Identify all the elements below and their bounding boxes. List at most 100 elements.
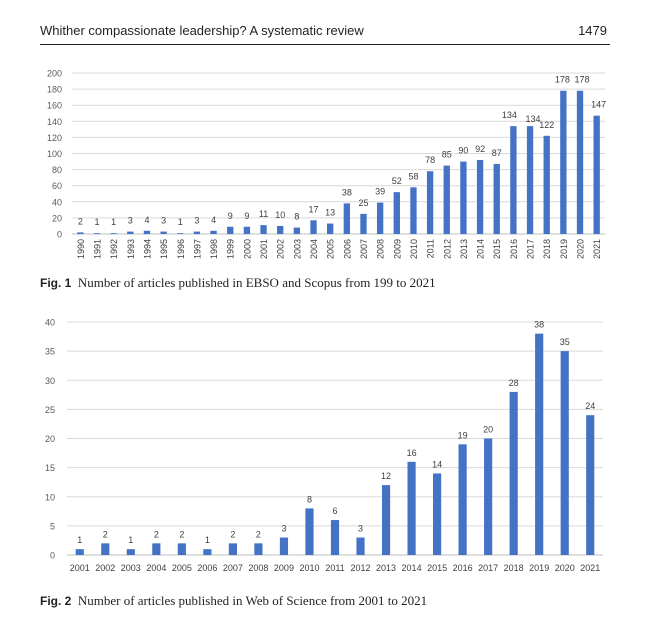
- x-tick-label: 1996: [176, 239, 186, 259]
- x-tick-label: 2016: [453, 563, 473, 573]
- bar: [210, 230, 217, 234]
- bar: [254, 543, 263, 555]
- x-tick-label: 2006: [342, 239, 352, 259]
- bar: [127, 231, 134, 234]
- bar: [327, 223, 334, 234]
- data-label: 1: [205, 535, 210, 545]
- x-tick-label: 2007: [359, 239, 369, 259]
- y-tick-label: 180: [47, 85, 62, 95]
- data-label: 38: [342, 187, 352, 197]
- bar: [458, 444, 467, 555]
- x-tick-label: 2013: [376, 563, 396, 573]
- bar: [160, 231, 167, 234]
- data-label: 20: [483, 425, 493, 435]
- x-tick-label: 2011: [325, 563, 344, 573]
- bar: [293, 227, 301, 234]
- y-tick-label: 20: [52, 213, 62, 223]
- figure-1-caption: Fig. 1 Number of articles published in E…: [40, 275, 436, 291]
- data-label: 2: [154, 529, 159, 539]
- figure-1-chart: 0204060801001201401601802002199011991119…: [47, 69, 606, 260]
- x-tick-label: 2008: [376, 239, 386, 259]
- bar: [75, 549, 84, 555]
- x-tick-label: 2003: [121, 563, 141, 573]
- data-label: 85: [442, 150, 452, 160]
- x-tick-label: 2010: [299, 563, 319, 573]
- x-tick-label: 2004: [146, 563, 166, 573]
- x-tick-label: 2001: [70, 563, 90, 573]
- y-tick-label: 0: [50, 551, 55, 561]
- data-label: 24: [585, 401, 595, 411]
- running-title: Whither compassionate leadership? A syst…: [40, 23, 364, 38]
- figure-1-caption-text: Number of articles published in EBSO and…: [77, 275, 436, 290]
- x-tick-label: 2005: [326, 239, 336, 259]
- data-label: 1: [94, 217, 99, 227]
- bar: [93, 233, 101, 234]
- x-tick-label: 2020: [555, 563, 575, 573]
- x-tick-label: 1991: [92, 239, 102, 259]
- bar: [509, 391, 518, 555]
- data-label: 122: [539, 120, 554, 130]
- bar: [586, 415, 595, 555]
- data-label: 2: [256, 529, 261, 539]
- x-tick-label: 2014: [402, 563, 422, 573]
- x-tick-label: 2019: [529, 563, 549, 573]
- x-tick-label: 2003: [292, 239, 302, 259]
- data-label: 134: [502, 110, 517, 120]
- x-tick-label: 2008: [248, 563, 268, 573]
- bar: [279, 537, 289, 555]
- x-tick-label: 2017: [478, 563, 498, 573]
- bar: [177, 233, 184, 234]
- bar: [407, 461, 416, 555]
- figure-2-caption-text: Number of articles published in Web of S…: [77, 593, 428, 608]
- bar: [443, 165, 450, 234]
- y-tick-label: 120: [47, 133, 62, 143]
- data-label: 35: [560, 337, 570, 347]
- figure-2-chart: 0 5 10 15 20 25 30 35 40 1 2001 2 2002 1 2003 2 2004 2 200…: [45, 318, 603, 573]
- data-label: 78: [425, 155, 435, 165]
- x-tick-label: 2000: [242, 239, 252, 259]
- bar: [376, 202, 384, 234]
- bar: [426, 171, 434, 234]
- y-tick-label: 25: [45, 405, 55, 415]
- bar: [476, 159, 484, 234]
- bar: [126, 549, 135, 555]
- bar: [152, 543, 161, 555]
- x-tick-label: 1990: [76, 239, 86, 259]
- bar: [310, 220, 317, 234]
- x-tick-label: 2010: [409, 239, 419, 259]
- x-tick-label: 2012: [442, 239, 452, 259]
- x-tick-label: 2005: [172, 563, 192, 573]
- bar: [360, 213, 367, 234]
- x-tick-label: 2021: [592, 239, 602, 259]
- x-tick-label: 2006: [197, 563, 217, 573]
- data-label: 1: [111, 217, 116, 227]
- x-tick-label: 1992: [109, 239, 119, 259]
- data-label: 9: [244, 211, 249, 221]
- bar: [243, 226, 251, 234]
- x-tick-label: 2012: [351, 563, 371, 573]
- x-tick-label: 2019: [559, 239, 569, 259]
- bar: [510, 126, 517, 234]
- x-tick-label: 2015: [427, 563, 447, 573]
- figure-2-label: Fig. 2: [40, 594, 72, 608]
- data-label: 1: [128, 535, 133, 545]
- bar: [543, 135, 550, 234]
- bar: [593, 115, 600, 234]
- x-tick-label: 1993: [126, 239, 136, 259]
- bar: [393, 192, 400, 234]
- bar: [330, 520, 340, 555]
- data-label: 1: [77, 535, 82, 545]
- y-tick-label: 35: [45, 347, 55, 357]
- bar: [560, 351, 569, 555]
- bar: [260, 225, 267, 234]
- data-label: 2: [78, 216, 83, 226]
- bar: [493, 163, 500, 234]
- x-tick-label: 2011: [426, 239, 436, 258]
- bar: [526, 126, 534, 234]
- y-tick-label: 15: [45, 463, 55, 473]
- y-tick-label: 80: [52, 165, 62, 175]
- figure-1-label: Fig. 1: [40, 276, 72, 290]
- x-tick-label: 2002: [276, 239, 286, 259]
- data-label: 10: [275, 210, 285, 220]
- data-label: 2: [103, 529, 108, 539]
